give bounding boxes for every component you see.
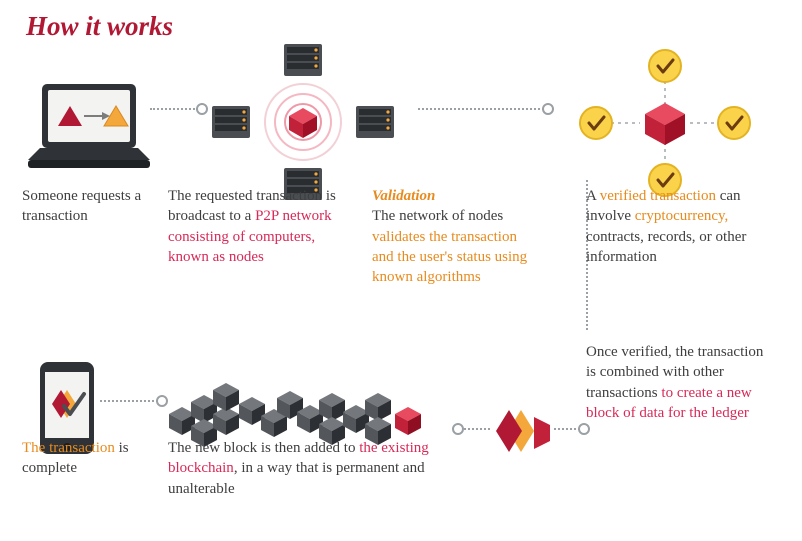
connector xyxy=(150,108,198,110)
network-icon xyxy=(188,40,418,205)
connector-end xyxy=(542,103,554,115)
text: Someone requests a transaction xyxy=(22,188,141,224)
step-request-caption: Someone requests a transaction xyxy=(22,186,142,227)
newblock-icon xyxy=(486,396,556,466)
connector xyxy=(460,428,490,430)
title: How it works xyxy=(26,8,173,44)
lead: Validation xyxy=(372,188,435,204)
connector-end xyxy=(578,423,590,435)
connector-end xyxy=(196,103,208,115)
step-validation-caption: Validation The network of nodes validate… xyxy=(372,186,532,287)
connector xyxy=(554,428,580,430)
highlight: verified transaction xyxy=(600,188,716,204)
laptop-icon xyxy=(24,78,154,178)
text: contracts, records, or other information xyxy=(586,229,746,265)
validation-icon xyxy=(560,48,770,198)
step-complete-caption: The transaction is complete xyxy=(22,438,132,479)
step-added-caption: The new block is then added to the exist… xyxy=(168,438,488,499)
highlight: cryptocurrency, xyxy=(635,208,729,224)
infographic: How it works xyxy=(0,0,802,541)
text: A xyxy=(586,188,600,204)
connector xyxy=(418,108,544,110)
text: The network of nodes xyxy=(372,208,503,224)
step-broadcast-caption: The requested transaction is broadcast t… xyxy=(168,186,338,267)
step-newblock-caption: Once verified, the transaction is combin… xyxy=(586,342,768,423)
connector-end xyxy=(156,395,168,407)
highlight: The transaction xyxy=(22,440,115,456)
highlight: validates the transaction and the user's… xyxy=(372,229,527,286)
connector xyxy=(100,400,158,402)
step-verified-caption: A verified transaction can involve crypt… xyxy=(586,186,766,267)
text: The new block is then added to xyxy=(168,440,359,456)
connector-end xyxy=(452,423,464,435)
